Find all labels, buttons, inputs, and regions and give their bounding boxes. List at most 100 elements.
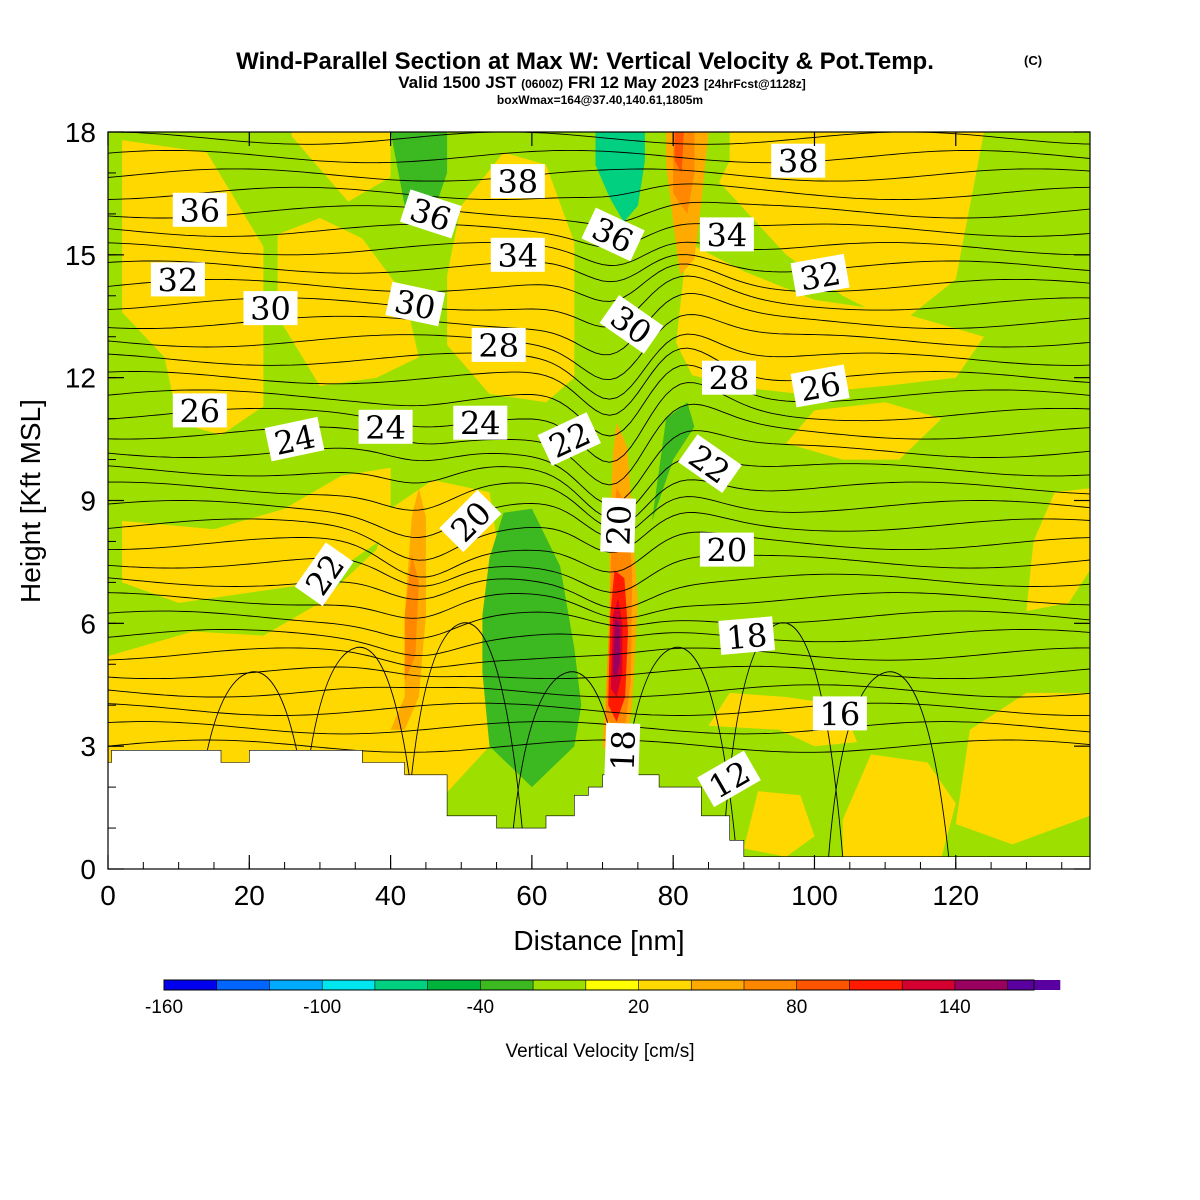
theta-label-text: 32 bbox=[797, 254, 844, 298]
theta-label: 34 bbox=[490, 237, 545, 275]
theta-label-box bbox=[172, 393, 227, 428]
theta-label-box bbox=[790, 253, 850, 297]
y-tick-label: 15 bbox=[65, 240, 96, 271]
velocity-fill bbox=[595, 132, 645, 223]
isentrope-line bbox=[108, 263, 1090, 302]
colorbar-swatch bbox=[269, 980, 323, 990]
theta-label: 38 bbox=[490, 163, 545, 201]
theta-label-text: 24 bbox=[271, 417, 319, 463]
theta-label: 32 bbox=[790, 253, 850, 299]
theta-label-text: 28 bbox=[709, 360, 750, 398]
theta-label-box bbox=[471, 327, 526, 362]
theta-label-text: 34 bbox=[497, 237, 538, 275]
colorbar-tick-label: -100 bbox=[303, 997, 341, 1018]
isentrope-line bbox=[108, 702, 1090, 716]
colorbar-frame bbox=[163, 979, 1035, 991]
velocity-fill bbox=[390, 132, 448, 214]
theta-label-text: 38 bbox=[497, 163, 538, 201]
isentrope-line bbox=[828, 671, 950, 857]
theta-label: 26 bbox=[172, 392, 227, 430]
theta-label-box bbox=[490, 237, 545, 272]
theta-label-box bbox=[604, 722, 641, 778]
x-axis-label: Distance [nm] bbox=[513, 925, 684, 956]
isentrope-line bbox=[108, 647, 1090, 668]
theta-label-box bbox=[599, 294, 664, 354]
colorbar-tick-label: 80 bbox=[786, 997, 807, 1018]
theta-label-box bbox=[600, 497, 637, 553]
velocity-fill bbox=[482, 508, 582, 788]
theta-label-box bbox=[264, 416, 325, 462]
isentrope-line bbox=[108, 347, 1090, 416]
theta-label-box bbox=[699, 532, 754, 567]
colorbar-swatch bbox=[216, 980, 270, 990]
theta-label-box bbox=[812, 696, 867, 731]
y-tick-label: 3 bbox=[80, 731, 96, 762]
y-tick-label: 0 bbox=[80, 854, 96, 885]
theta-label: 16 bbox=[812, 695, 867, 733]
theta-label: 24 bbox=[264, 416, 325, 463]
velocity-fill bbox=[687, 132, 984, 325]
theta-label-box bbox=[790, 364, 850, 408]
colorbar-swatch bbox=[533, 980, 586, 990]
colorbar-swatch bbox=[480, 980, 534, 990]
velocity-fills bbox=[108, 132, 1090, 857]
isentrope-line bbox=[108, 684, 1090, 698]
theta-label: 30 bbox=[243, 290, 298, 328]
isentrope-line bbox=[108, 254, 1090, 283]
isentrope-line bbox=[108, 456, 1090, 519]
isentrope-line bbox=[108, 610, 1090, 640]
theta-label-text: 16 bbox=[820, 695, 861, 733]
theta-label: 20 bbox=[699, 532, 754, 570]
theta-label-box bbox=[771, 143, 826, 178]
theta-label-text: 30 bbox=[391, 282, 439, 328]
theta-label: 24 bbox=[358, 409, 413, 447]
colorbar-tick-label: 140 bbox=[939, 997, 971, 1018]
colorbar-swatch bbox=[585, 980, 639, 990]
isentrope-line bbox=[108, 629, 1090, 657]
colorbar-tick-label: -40 bbox=[467, 997, 494, 1018]
title-valid-utc: (0600Z) bbox=[521, 77, 563, 91]
theta-label-box bbox=[537, 412, 601, 466]
theta-label: 38 bbox=[771, 143, 826, 181]
colorbar-swatch bbox=[796, 980, 850, 990]
velocity-fill bbox=[277, 218, 419, 386]
theta-label-text: 20 bbox=[707, 532, 748, 570]
terrain bbox=[108, 750, 1090, 869]
theta-label-box bbox=[172, 192, 227, 227]
isentrope-line bbox=[108, 183, 1090, 201]
colorbar-swatch bbox=[427, 980, 481, 990]
colorbar-tick-label: -160 bbox=[145, 997, 183, 1018]
theta-label-box bbox=[399, 189, 462, 239]
theta-label: 28 bbox=[702, 360, 756, 398]
title-valid-date: FRI 12 May 2023 bbox=[568, 73, 699, 92]
colorbar-swatch bbox=[374, 980, 428, 990]
x-tick-label: 80 bbox=[658, 880, 689, 911]
velocity-fill bbox=[673, 242, 984, 394]
x-tick-label: 100 bbox=[791, 880, 838, 911]
colorbar-swatch bbox=[849, 980, 903, 990]
isentrope-line bbox=[108, 333, 1090, 400]
theta-label-text: 34 bbox=[707, 216, 748, 254]
isentrope-line bbox=[108, 592, 1090, 619]
theta-label-box bbox=[678, 434, 742, 494]
isentrope-line bbox=[108, 382, 1090, 463]
theta-label-text: 28 bbox=[478, 327, 519, 365]
velocity-fill bbox=[842, 754, 956, 857]
velocity-fill bbox=[652, 402, 695, 521]
theta-label-text: 36 bbox=[179, 192, 220, 230]
y-tick-label: 12 bbox=[65, 363, 96, 394]
isentrope-line bbox=[108, 721, 1090, 735]
theta-label-text: 26 bbox=[797, 365, 844, 409]
theta-label-box bbox=[718, 616, 776, 655]
colorbar-label: Vertical Velocity [cm/s] bbox=[505, 1041, 694, 1062]
y-tick-label: 6 bbox=[80, 608, 96, 639]
theta-label: 36 bbox=[172, 192, 227, 230]
x-tick-label: 120 bbox=[932, 880, 979, 911]
isentrope-line bbox=[108, 554, 1090, 593]
isentrope-line bbox=[108, 479, 1090, 528]
theta-label: 18 bbox=[604, 722, 643, 778]
colorbar-swatch bbox=[691, 980, 744, 990]
